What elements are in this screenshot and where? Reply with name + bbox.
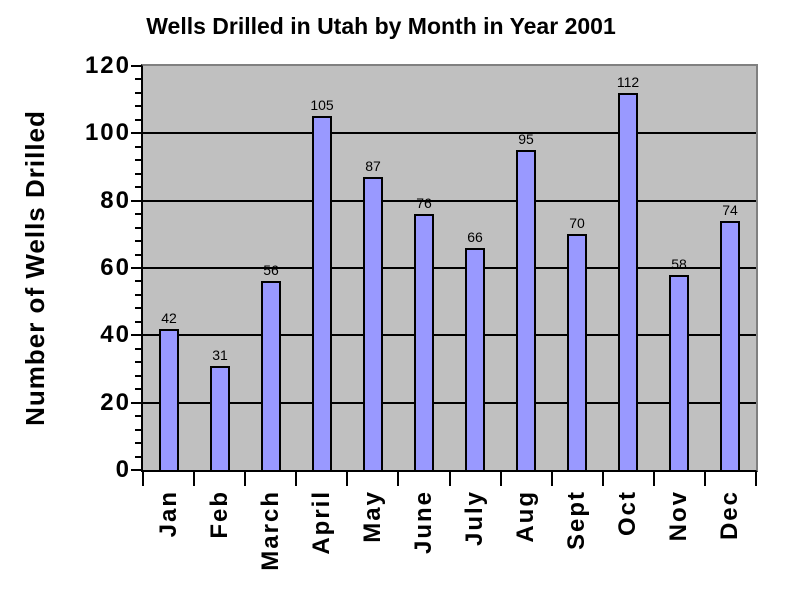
y-tick-label-80: 80 bbox=[100, 187, 131, 214]
y-major-tick-120 bbox=[131, 65, 141, 67]
bar-value-label-may: 87 bbox=[365, 158, 381, 174]
bar-aug bbox=[516, 150, 536, 470]
bar-july bbox=[465, 248, 485, 470]
bar-value-label-feb: 31 bbox=[212, 347, 228, 363]
x-tick-5 bbox=[397, 472, 399, 486]
bar-value-label-july: 66 bbox=[467, 229, 483, 245]
y-minor-tick-28 bbox=[135, 375, 141, 377]
y-minor-tick-24 bbox=[135, 388, 141, 390]
bar-value-label-dec: 74 bbox=[722, 202, 738, 218]
x-tick-9 bbox=[602, 472, 604, 486]
x-tick-label-nov: Nov bbox=[665, 490, 692, 542]
y-minor-tick-36 bbox=[135, 348, 141, 350]
y-minor-tick-52 bbox=[135, 294, 141, 296]
x-tick-label-sept: Sept bbox=[563, 490, 590, 551]
x-tick-11 bbox=[704, 472, 706, 486]
x-tick-1 bbox=[193, 472, 195, 486]
x-tick-label-aug: Aug bbox=[512, 490, 539, 543]
x-tick-label-may: May bbox=[359, 490, 386, 543]
bar-nov bbox=[669, 275, 689, 470]
y-major-tick-60 bbox=[131, 267, 141, 269]
x-tick-7 bbox=[500, 472, 502, 486]
y-minor-tick-44 bbox=[135, 321, 141, 323]
gridline-100 bbox=[143, 132, 756, 134]
y-major-tick-80 bbox=[131, 200, 141, 202]
x-tick-12 bbox=[755, 472, 757, 486]
y-tick-label-120: 120 bbox=[84, 52, 131, 79]
y-minor-tick-16 bbox=[135, 415, 141, 417]
x-tick-2 bbox=[244, 472, 246, 486]
bar-sept bbox=[567, 234, 587, 470]
bar-value-label-jan: 42 bbox=[161, 310, 177, 326]
y-tick-label-20: 20 bbox=[100, 389, 131, 416]
y-minor-tick-88 bbox=[135, 173, 141, 175]
y-minor-tick-104 bbox=[135, 119, 141, 121]
y-minor-tick-56 bbox=[135, 280, 141, 282]
x-tick-label-march: March bbox=[257, 490, 284, 571]
y-minor-tick-68 bbox=[135, 240, 141, 242]
y-minor-tick-84 bbox=[135, 186, 141, 188]
x-tick-label-feb: Feb bbox=[206, 490, 233, 539]
y-minor-tick-32 bbox=[135, 361, 141, 363]
x-tick-label-april: April bbox=[308, 490, 335, 555]
bar-june bbox=[414, 214, 434, 470]
bar-value-label-april: 105 bbox=[310, 97, 334, 113]
x-tick-10 bbox=[653, 472, 655, 486]
x-tick-8 bbox=[551, 472, 553, 486]
y-minor-tick-64 bbox=[135, 254, 141, 256]
x-tick-3 bbox=[295, 472, 297, 486]
x-tick-label-oct: Oct bbox=[614, 490, 641, 537]
bar-value-label-june: 76 bbox=[416, 195, 432, 211]
x-tick-6 bbox=[449, 472, 451, 486]
bar-march bbox=[261, 281, 281, 470]
y-minor-tick-112 bbox=[135, 92, 141, 94]
bar-jan bbox=[159, 329, 179, 470]
gridline-40 bbox=[143, 334, 756, 336]
bar-dec bbox=[720, 221, 740, 470]
x-tick-0 bbox=[142, 472, 144, 486]
y-minor-tick-92 bbox=[135, 159, 141, 161]
chart-title: Wells Drilled in Utah by Month in Year 2… bbox=[146, 13, 616, 39]
bar-value-label-aug: 95 bbox=[518, 131, 534, 147]
y-major-tick-100 bbox=[131, 132, 141, 134]
x-tick-label-july: July bbox=[461, 490, 488, 547]
gridline-20 bbox=[143, 402, 756, 404]
bar-value-label-nov: 58 bbox=[671, 256, 687, 272]
bar-value-label-march: 56 bbox=[263, 262, 279, 278]
bar-april bbox=[312, 116, 332, 470]
bar-oct bbox=[618, 93, 638, 470]
bar-feb bbox=[210, 366, 230, 470]
x-tick-4 bbox=[346, 472, 348, 486]
x-tick-label-jan: Jan bbox=[155, 490, 182, 538]
y-minor-tick-8 bbox=[135, 442, 141, 444]
y-tick-label-40: 40 bbox=[100, 321, 131, 348]
bar-value-label-oct: 112 bbox=[616, 74, 640, 90]
bar-may bbox=[363, 177, 383, 470]
y-major-tick-20 bbox=[131, 402, 141, 404]
y-minor-tick-72 bbox=[135, 227, 141, 229]
gridline-80 bbox=[143, 200, 756, 202]
y-minor-tick-96 bbox=[135, 146, 141, 148]
plot-area: 42 31 56 105 87 76 66 95 70 112 58 74 bbox=[141, 64, 758, 472]
y-tick-label-60: 60 bbox=[100, 254, 131, 281]
x-tick-label-dec: Dec bbox=[716, 490, 743, 541]
y-minor-tick-4 bbox=[135, 456, 141, 458]
y-tick-label-100: 100 bbox=[84, 119, 131, 146]
y-minor-tick-12 bbox=[135, 429, 141, 431]
gridline-60 bbox=[143, 267, 756, 269]
y-minor-tick-48 bbox=[135, 307, 141, 309]
y-major-tick-40 bbox=[131, 334, 141, 336]
y-minor-tick-116 bbox=[135, 78, 141, 80]
y-minor-tick-76 bbox=[135, 213, 141, 215]
y-minor-tick-108 bbox=[135, 105, 141, 107]
x-tick-label-june: June bbox=[410, 490, 437, 555]
y-tick-label-0: 0 bbox=[115, 456, 131, 483]
y-major-tick-0 bbox=[131, 469, 141, 471]
bar-value-label-sept: 70 bbox=[569, 215, 585, 231]
